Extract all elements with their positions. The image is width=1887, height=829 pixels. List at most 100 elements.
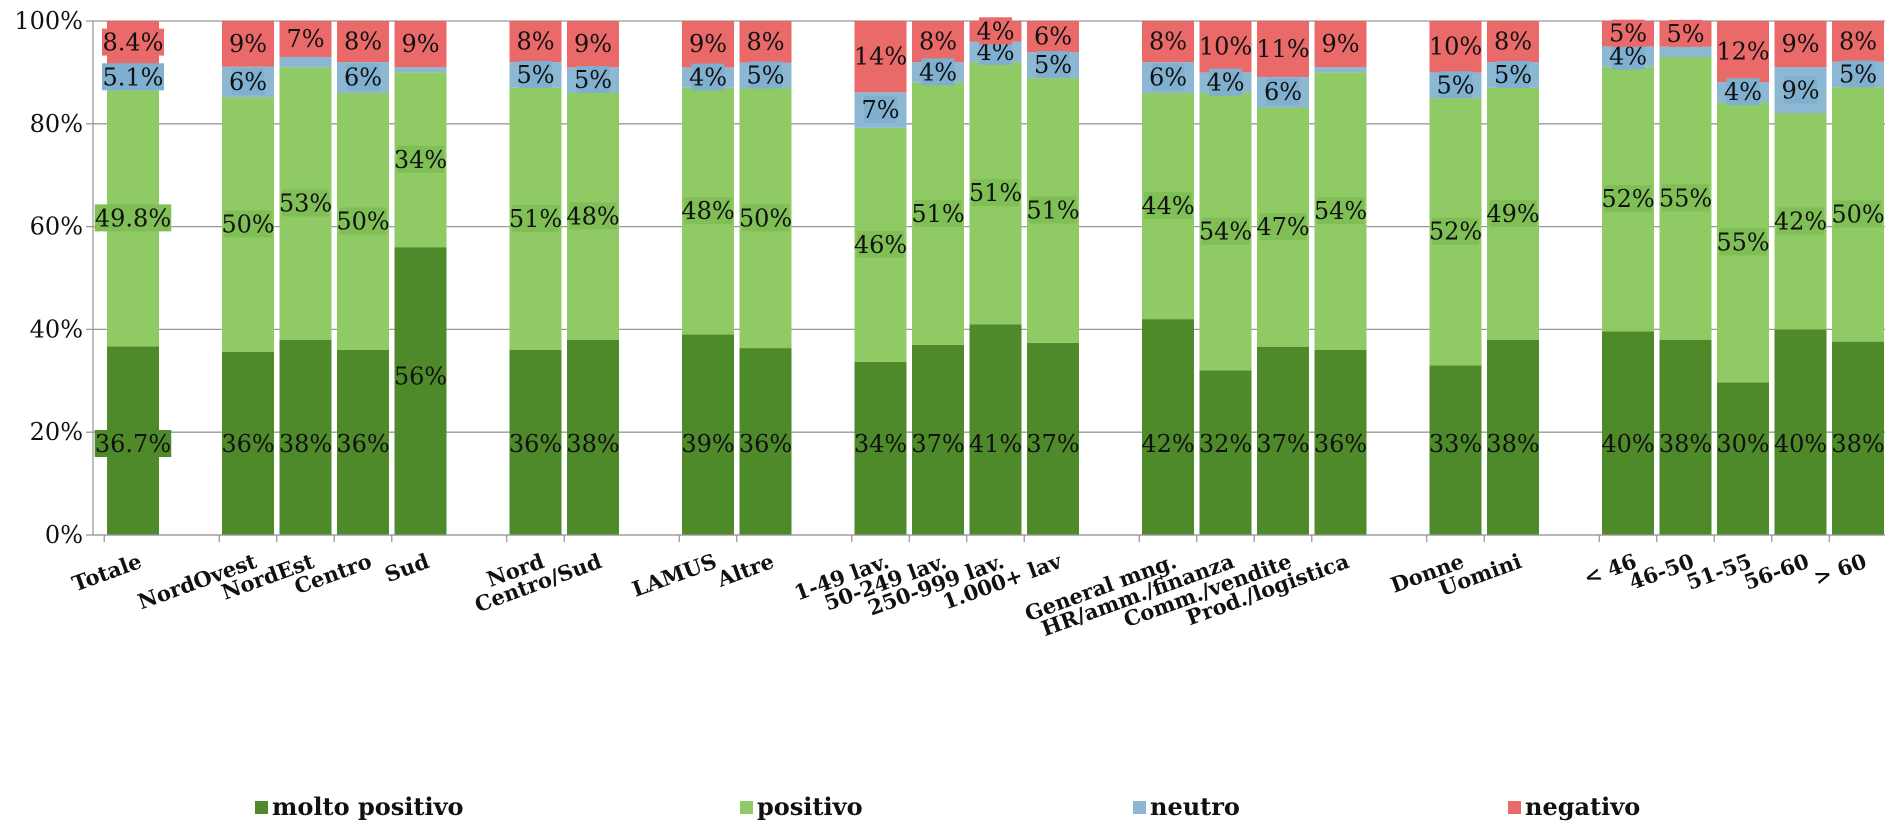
data-label: 38%: [1659, 430, 1712, 458]
data-label-bg: [231, 29, 265, 57]
data-label: 9%: [689, 30, 727, 58]
data-label-bg: [102, 63, 164, 91]
data-label-bg: [281, 430, 330, 457]
data-label: 8%: [1839, 27, 1877, 55]
data-label-bg: [1151, 27, 1185, 55]
x-category-label: Sud: [381, 548, 432, 587]
data-label-bg: [511, 430, 560, 457]
data-label-bg: [519, 27, 552, 55]
data-label-bg: [856, 230, 905, 258]
bar-segment-molto-positivo: [1142, 319, 1194, 535]
data-label-bg: [856, 430, 905, 457]
data-label: 9%: [574, 30, 612, 58]
data-label: 51%: [969, 179, 1022, 207]
data-label: 12%: [1716, 38, 1769, 66]
y-tick-label: 80%: [30, 110, 83, 138]
data-label: 6%: [1149, 64, 1187, 92]
data-label-bg: [864, 96, 897, 124]
data-label: 9%: [1321, 30, 1359, 58]
data-label: 14%: [854, 43, 907, 71]
data-label-bg: [1431, 32, 1480, 60]
data-label: 38%: [1486, 430, 1539, 458]
x-category-label: Totale: [69, 548, 145, 596]
data-label-bg: [569, 430, 617, 457]
data-label: 37%: [1026, 430, 1079, 458]
data-label-bg: [396, 362, 445, 390]
data-label-bg: [1784, 30, 1817, 58]
data-label-bg: [684, 197, 732, 225]
data-label: 8%: [344, 28, 382, 56]
data-label: 55%: [1716, 228, 1769, 256]
data-label: 42%: [1774, 207, 1827, 235]
data-label-bg: [1611, 19, 1645, 47]
data-label: 38%: [566, 430, 619, 458]
data-label: 41%: [969, 430, 1022, 458]
data-label-bg: [519, 60, 552, 88]
data-label: 4%: [919, 58, 957, 86]
data-label: 10%: [1199, 33, 1252, 61]
data-label-bg: [1841, 27, 1875, 55]
data-label: 4%: [1609, 43, 1647, 71]
data-label-bg: [346, 27, 380, 55]
data-label-bg: [741, 430, 790, 457]
data-label: 8%: [516, 28, 554, 56]
data-label: 6%: [344, 64, 382, 92]
bar-segment-molto-positivo: [394, 247, 447, 535]
data-label: 38%: [279, 430, 332, 458]
data-label: 5%: [1494, 61, 1532, 89]
bar-segment-neutro: [279, 56, 332, 68]
data-label: 34%: [854, 430, 907, 458]
data-label-bg: [511, 204, 560, 232]
data-label-bg: [1489, 430, 1537, 457]
data-label-bg: [1316, 430, 1365, 457]
data-label: 5%: [1839, 60, 1877, 88]
data-label-bg: [1036, 22, 1070, 50]
data-label: 36%: [739, 430, 792, 458]
data-label: 8%: [919, 28, 957, 56]
legend-swatch: [740, 801, 753, 814]
data-label-bg: [1266, 78, 1300, 106]
x-category-label: LAMUS: [629, 548, 720, 602]
data-label-bg: [576, 66, 610, 94]
data-label-bg: [1661, 184, 1710, 212]
data-label-bg: [749, 27, 782, 55]
y-tick-label: 100%: [14, 7, 83, 35]
data-label: 9%: [401, 30, 439, 58]
bar-segment-neutro: [1659, 46, 1712, 57]
data-label: 50%: [221, 211, 274, 239]
data-label: 5%: [1034, 51, 1072, 79]
data-label-bg: [1834, 200, 1882, 228]
data-label-bg: [1496, 27, 1530, 55]
data-label: 8%: [1149, 28, 1187, 56]
data-label-bg: [281, 189, 330, 217]
data-label: 37%: [1256, 430, 1309, 458]
data-label-bg: [1669, 19, 1702, 47]
data-label-bg: [1604, 185, 1652, 213]
data-label: 8%: [746, 28, 784, 56]
data-label-bg: [1316, 197, 1365, 225]
data-label-bg: [231, 68, 265, 96]
data-label-bg: [1611, 42, 1645, 70]
data-label-bg: [684, 430, 732, 457]
data-label: 8%: [1494, 28, 1532, 56]
data-label-bg: [1324, 30, 1357, 58]
legend-label: negativo: [1525, 792, 1640, 821]
data-label-bg: [1201, 430, 1250, 457]
data-label: 7%: [861, 96, 899, 124]
data-label: 42%: [1141, 430, 1194, 458]
data-label: 53%: [279, 189, 332, 217]
data-label-bg: [979, 17, 1012, 45]
legend-label: molto positivo: [272, 792, 464, 821]
data-label-bg: [1784, 76, 1817, 104]
data-label-bg: [1841, 60, 1875, 88]
data-label-bg: [1604, 430, 1652, 457]
data-label: 56%: [394, 363, 447, 391]
data-label: 5%: [1436, 71, 1474, 99]
data-label-bg: [856, 42, 905, 70]
data-label: 52%: [1429, 218, 1482, 246]
data-label-bg: [741, 204, 790, 232]
data-label-bg: [1144, 430, 1192, 457]
data-label-bg: [691, 63, 725, 91]
data-label: 5%: [1666, 20, 1704, 48]
